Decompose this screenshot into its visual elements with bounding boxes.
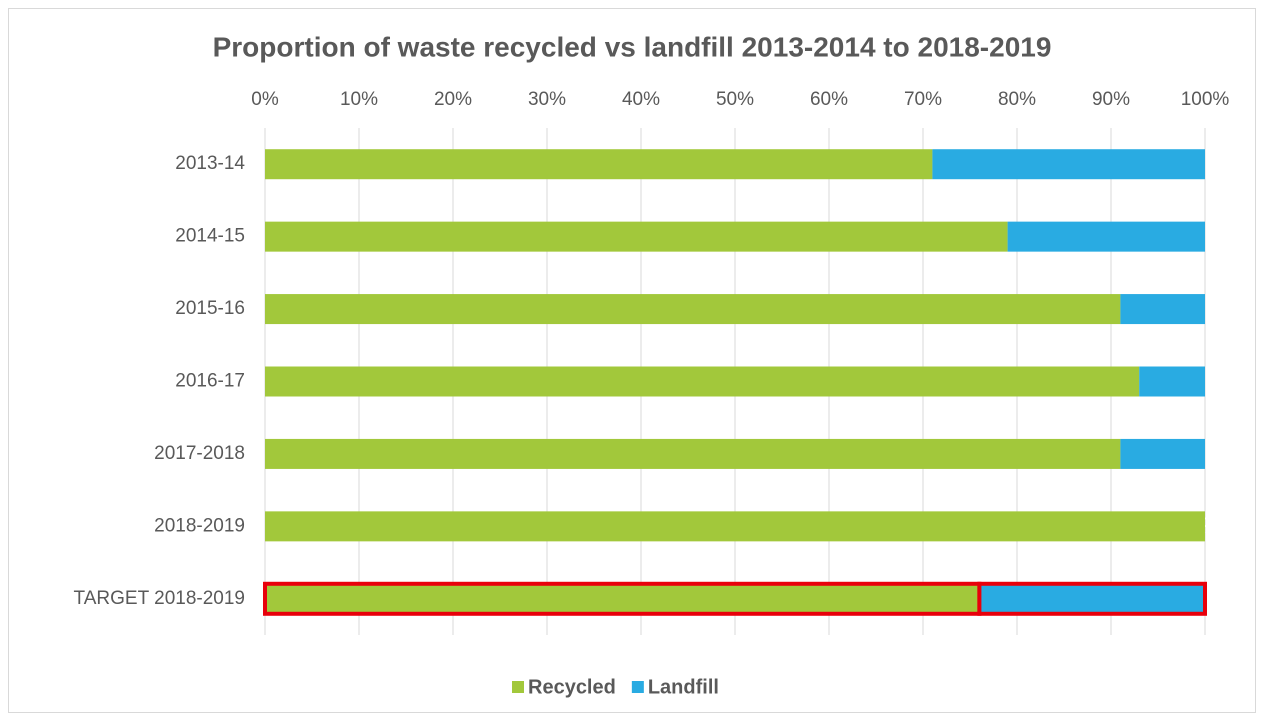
y-tick-label: 2013-14 [175,153,245,174]
x-tick-label: 30% [528,89,566,110]
y-tick-label: 2016-17 [175,371,245,392]
x-tick-label: 80% [998,89,1036,110]
y-tick-label: 2015-16 [175,298,245,319]
bar [265,438,1121,469]
bar [265,221,1008,252]
bar [265,511,1205,542]
bar [1120,294,1205,325]
legend-label: Landfill [648,676,719,698]
bar [1139,366,1205,397]
bar [932,149,1205,180]
bar [265,366,1140,397]
x-tick-label: 70% [904,89,942,110]
x-tick-label: 20% [434,89,472,110]
bar [263,581,982,616]
y-tick-label: 2018-2019 [154,515,245,536]
x-tick-label: 100% [1181,89,1230,110]
legend-label: Recycled [528,676,616,698]
x-tick-label: 90% [1092,89,1130,110]
bar [265,149,933,180]
legend-swatch [512,681,524,693]
x-tick-label: 50% [716,89,754,110]
chart-title: Proportion of waste recycled vs landfill… [213,31,1052,62]
x-tick-label: 40% [622,89,660,110]
x-tick-label: 60% [810,89,848,110]
bar [1007,221,1205,252]
y-tick-label: 2014-15 [175,226,245,247]
y-tick-label: TARGET 2018-2019 [74,588,245,609]
x-tick-label: 0% [251,89,279,110]
bar [977,581,1208,616]
y-tick-label: 2017-2018 [154,443,245,464]
bar [265,294,1121,325]
legend-swatch [631,681,644,693]
x-tick-label: 10% [340,89,378,110]
bar [1120,438,1205,469]
